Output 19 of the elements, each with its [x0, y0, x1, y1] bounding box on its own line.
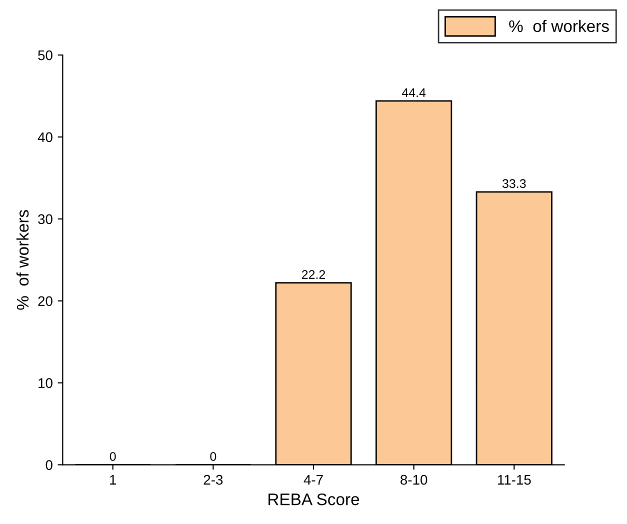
- y-tick-label: 50: [38, 50, 52, 60]
- y-tick-label: 20: [38, 296, 52, 306]
- data-label: 0: [210, 452, 216, 461]
- data-label: 0: [110, 452, 116, 461]
- x-tick-label: 4-7: [304, 475, 323, 485]
- x-tick-label: 1: [110, 475, 116, 485]
- y-axis-title: % of workers: [16, 210, 29, 310]
- x-tick-label: 8-10: [400, 474, 428, 485]
- data-label: 44.4: [402, 88, 426, 97]
- x-axis-title: REBA Score: [268, 493, 360, 506]
- x-tick-label: 11-15: [498, 475, 531, 485]
- x-tick-label: 2-3: [204, 474, 223, 485]
- data-label: 22.2: [302, 270, 326, 279]
- y-tick-label: 10: [38, 378, 52, 388]
- y-tick-label: 40: [38, 132, 52, 142]
- y-tick-label: 30: [38, 214, 52, 224]
- data-label: 33.3: [502, 179, 526, 188]
- legend-label: % of workers: [509, 20, 609, 32]
- y-tick-label: 0: [46, 460, 52, 470]
